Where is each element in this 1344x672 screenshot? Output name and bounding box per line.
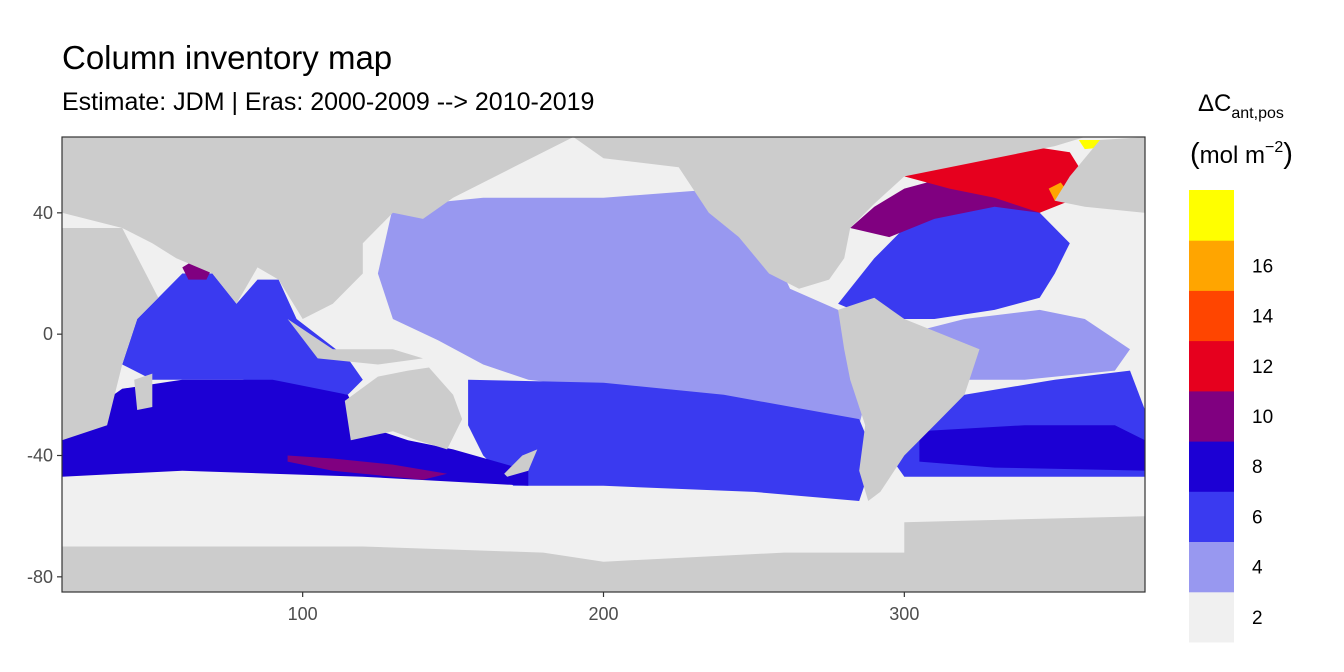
colorbar-label: 4	[1252, 558, 1263, 579]
colorbar-bin	[1189, 491, 1234, 542]
y-tick-label: 40	[33, 203, 53, 223]
land-europe-west	[1054, 137, 1145, 213]
colorbar-bin	[1189, 290, 1234, 342]
colorbar-bin	[1189, 541, 1234, 593]
x-tick-label: 100	[288, 604, 318, 624]
y-tick-label: -80	[27, 567, 53, 587]
colorbar-bin	[1189, 591, 1234, 643]
colorbar-label: 10	[1252, 407, 1273, 428]
land-north-america	[573, 137, 1085, 289]
colorbar-label: 8	[1252, 457, 1263, 478]
x-tick-label: 300	[889, 604, 919, 624]
land-south-america	[838, 297, 980, 501]
land-masses	[62, 137, 1145, 592]
region-southern-indian-hotspot	[287, 455, 448, 480]
region-southern-ocean-ice-zone	[62, 476, 1145, 562]
land-indonesia	[287, 319, 423, 365]
region-indian-ocean-south	[62, 379, 529, 486]
land-new-zealand	[504, 449, 538, 477]
region-south-atlantic-core	[919, 425, 1145, 471]
colorbar-label: 2	[1252, 608, 1263, 629]
colorbar-bin	[1189, 340, 1234, 392]
colorbar-label: 14	[1252, 307, 1274, 328]
land-madagascar	[134, 373, 153, 410]
legend-units: (mol m−2)	[1190, 138, 1293, 170]
colorbar-bin	[1189, 240, 1234, 291]
colorbar-legend: 2 4 6 8 10 12 14 16 ΔCant,pos (mol m−2)	[1189, 90, 1293, 643]
chart-subtitle: Estimate: JDM | Eras: 2000-2009 --> 2010…	[62, 88, 595, 116]
colorbar-label: 16	[1252, 256, 1273, 277]
colorbar-bin	[1189, 390, 1234, 442]
y-tick-label: 0	[43, 324, 53, 344]
land-africa	[62, 228, 159, 441]
region-north-atlantic-band	[838, 197, 1070, 319]
colorbar-bin	[1189, 190, 1234, 241]
chart-title: Column inventory map	[62, 39, 393, 76]
colorbar-label: 12	[1252, 357, 1273, 378]
y-tick-label: -40	[27, 446, 53, 466]
region-indian-ocean-north	[122, 273, 363, 395]
land-antarctica	[62, 516, 1145, 592]
colorbar-label: 6	[1252, 507, 1263, 528]
x-tick-label: 200	[588, 604, 618, 624]
legend-title: ΔCant,pos	[1198, 90, 1284, 122]
region-south-pacific-band	[468, 379, 875, 501]
land-eurasia	[62, 137, 574, 319]
land-australia	[344, 367, 463, 450]
region-pacific-basin	[377, 188, 869, 426]
colorbar-bin	[1189, 441, 1234, 492]
